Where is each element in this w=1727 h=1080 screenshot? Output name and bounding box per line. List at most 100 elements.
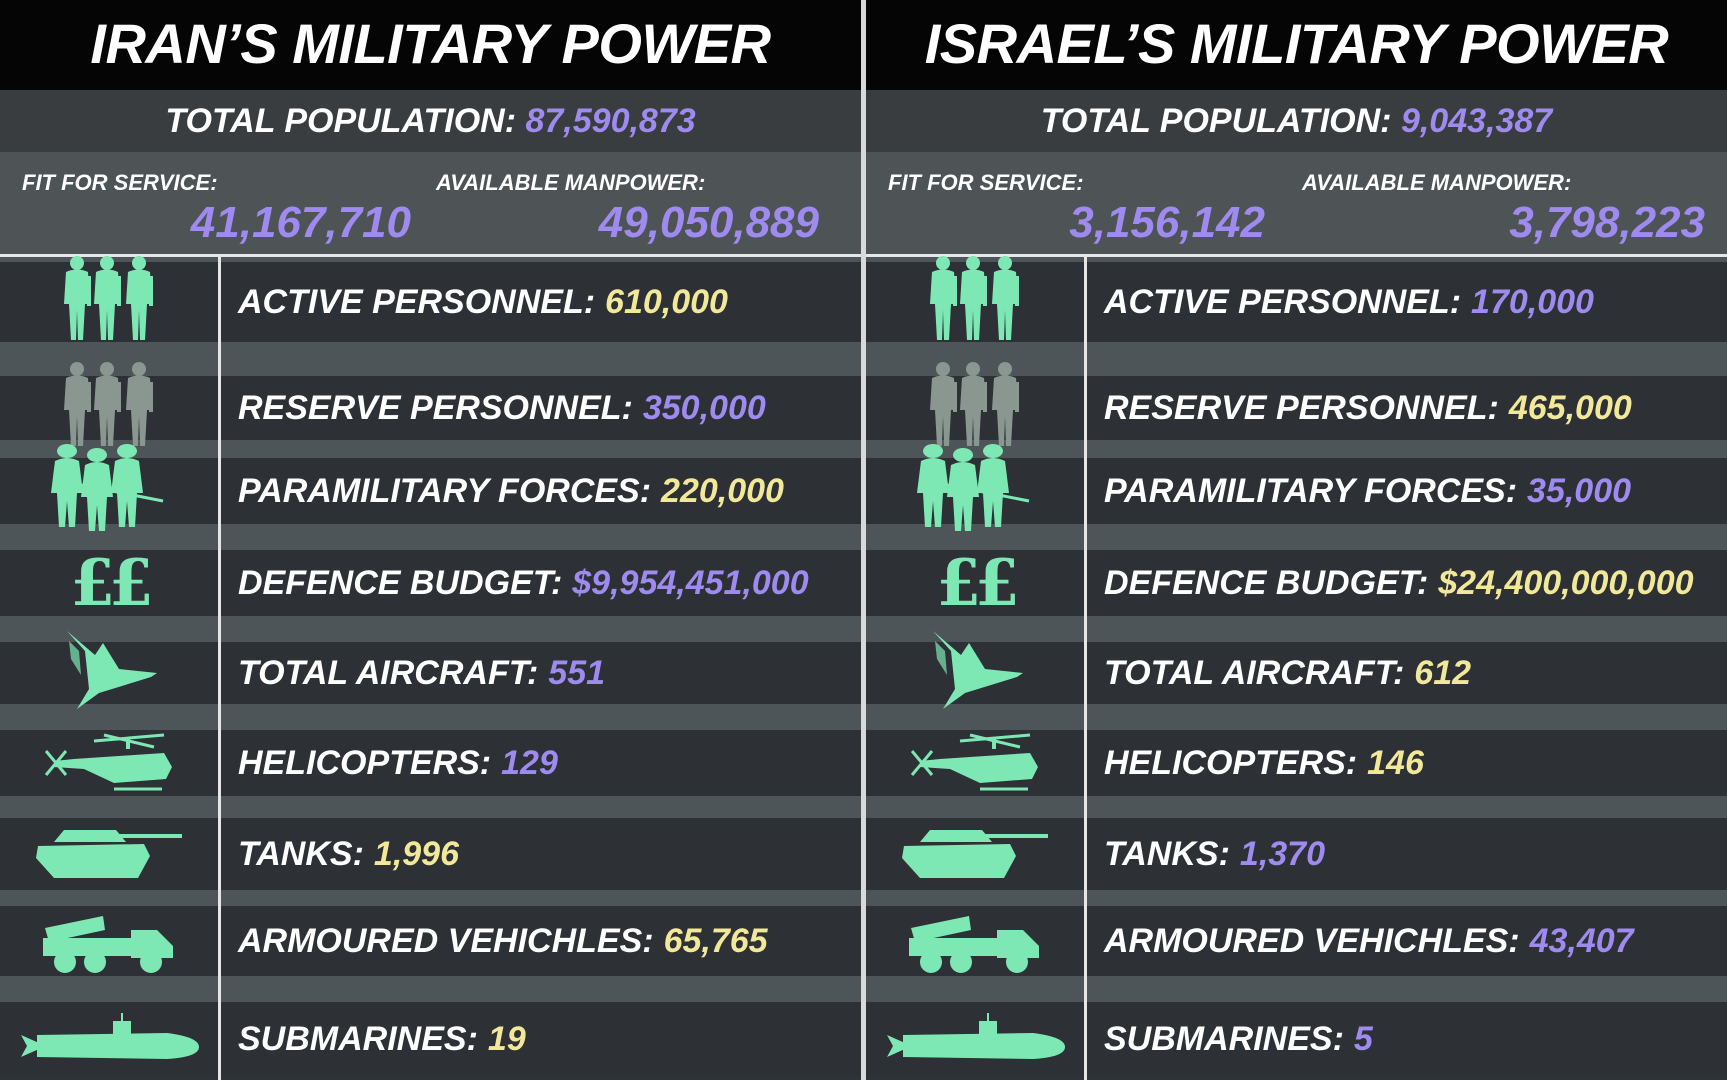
- available-manpower-label: AVAILABLE MANPOWER:: [436, 170, 706, 195]
- armoured-vehicle-icon: [0, 906, 218, 976]
- stat-row: ££ DEFENCE BUDGET: $9,954,451,000: [0, 545, 861, 621]
- stat-label: DEFENCE BUDGET:: [1104, 563, 1429, 602]
- stat-label: HELICOPTERS:: [1104, 743, 1358, 782]
- stat-row: PARAMILITARY FORCES: 220,000: [0, 444, 861, 531]
- stat-row: SUBMARINES: 5: [866, 1002, 1727, 1076]
- panel-title: IRAN’S MILITARY POWER: [0, 0, 861, 90]
- paramilitary-icon: [0, 444, 218, 531]
- stat-value: 170,000: [1471, 282, 1594, 321]
- israel-panel: ISRAEL’S MILITARY POWER TOTAL POPULATION…: [866, 0, 1727, 1080]
- stat-text: SUBMARINES: 19: [238, 1002, 526, 1076]
- submarine-icon: [866, 1002, 1084, 1076]
- stat-value: 220,000: [661, 471, 784, 510]
- stat-value: 35,000: [1527, 471, 1632, 510]
- stat-label: TANKS:: [238, 834, 364, 873]
- fit-for-service-label: FIT FOR SERVICE:: [22, 170, 218, 195]
- stat-row: TANKS: 1,996: [0, 818, 861, 890]
- row-separator: [0, 440, 861, 458]
- row-separator: [866, 257, 1727, 262]
- stat-row: ACTIVE PERSONNEL: 610,000: [0, 256, 861, 342]
- armoured-vehicle-icon: [866, 906, 1084, 976]
- soldiers-icon: [866, 256, 1084, 342]
- available-manpower-label: AVAILABLE MANPOWER:: [1302, 170, 1572, 195]
- stat-row: ARMOURED VEHICHLES: 65,765: [0, 906, 861, 976]
- stat-value: 19: [487, 1019, 526, 1058]
- available-manpower-value: 3,798,223: [1509, 198, 1705, 247]
- submarine-icon: [0, 1002, 218, 1076]
- stat-label: DEFENCE BUDGET:: [238, 563, 563, 602]
- stat-text: DEFENCE BUDGET: $24,400,000,000: [1104, 550, 1694, 616]
- population-bar: TOTAL POPULATION: 87,590,873: [0, 90, 861, 152]
- stat-label: SUBMARINES:: [1104, 1019, 1344, 1058]
- stat-text: TOTAL AIRCRAFT: 551: [238, 642, 605, 704]
- stat-text: TANKS: 1,370: [1104, 818, 1325, 890]
- population-label: TOTAL POPULATION:: [1040, 102, 1392, 140]
- reserve-soldiers-icon: [866, 362, 1084, 446]
- icon-column-divider: [218, 257, 221, 1080]
- stat-text: RESERVE PERSONNEL: 350,000: [238, 376, 766, 440]
- stat-value: 43,407: [1529, 921, 1634, 960]
- reserve-soldiers-icon: [0, 362, 218, 446]
- stat-value: 551: [548, 653, 606, 692]
- stat-row: TOTAL AIRCRAFT: 551: [0, 631, 861, 709]
- stat-row: HELICOPTERS: 146: [866, 730, 1727, 796]
- row-separator: [0, 890, 861, 906]
- row-separator: [866, 524, 1727, 550]
- population-label: TOTAL POPULATION:: [165, 102, 517, 140]
- row-separator: [0, 257, 861, 262]
- stat-label: RESERVE PERSONNEL:: [238, 388, 633, 427]
- population-bar: TOTAL POPULATION: 9,043,387: [866, 90, 1727, 152]
- stat-row: ARMOURED VEHICHLES: 43,407: [866, 906, 1727, 976]
- stat-text: ACTIVE PERSONNEL: 610,000: [238, 262, 728, 342]
- manpower-section: FIT FOR SERVICE: 41,167,710 AVAILABLE MA…: [0, 152, 861, 254]
- stat-row: ££ DEFENCE BUDGET: $24,400,000,000: [866, 546, 1727, 621]
- row-separator: [0, 524, 861, 550]
- soldiers-icon: [0, 256, 218, 342]
- iran-panel: IRAN’S MILITARY POWER TOTAL POPULATION: …: [0, 0, 861, 1080]
- row-separator: [866, 704, 1727, 730]
- stat-text: SUBMARINES: 5: [1104, 1002, 1373, 1076]
- fit-for-service-value: 3,156,142: [1069, 198, 1265, 247]
- pound-sign-icon: ££: [70, 545, 153, 621]
- stat-value: 465,000: [1508, 388, 1632, 427]
- tank-icon: [0, 818, 218, 890]
- stat-value: 610,000: [605, 282, 728, 321]
- stat-label: HELICOPTERS:: [238, 743, 492, 782]
- stat-text: DEFENCE BUDGET: $9,954,451,000: [238, 550, 809, 616]
- fit-for-service-label: FIT FOR SERVICE:: [888, 170, 1084, 195]
- stat-row: ACTIVE PERSONNEL: 170,000: [866, 256, 1727, 342]
- stat-value: 1,996: [373, 834, 459, 873]
- available-manpower-value: 49,050,889: [598, 198, 819, 247]
- stat-row: PARAMILITARY FORCES: 35,000: [866, 444, 1727, 531]
- stat-label: PARAMILITARY FORCES:: [1104, 471, 1518, 510]
- helicopter-icon: [866, 730, 1084, 796]
- stat-value: 612: [1414, 653, 1472, 692]
- stat-value: 65,765: [663, 921, 768, 960]
- stat-text: TOTAL AIRCRAFT: 612: [1104, 642, 1471, 704]
- stat-label: ARMOURED VEHICHLES:: [238, 921, 654, 960]
- row-separator: [0, 796, 861, 818]
- stat-row: RESERVE PERSONNEL: 465,000: [866, 362, 1727, 446]
- stat-text: RESERVE PERSONNEL: 465,000: [1104, 376, 1632, 440]
- helicopter-icon: [0, 730, 218, 796]
- stat-value: 129: [501, 743, 558, 782]
- stat-label: SUBMARINES:: [238, 1019, 478, 1058]
- divider-line: [0, 254, 861, 257]
- stat-label: TANKS:: [1104, 834, 1230, 873]
- stat-value: 5: [1353, 1019, 1373, 1058]
- stat-value: 146: [1367, 743, 1424, 782]
- paramilitary-icon: [866, 444, 1084, 531]
- stat-value: $9,954,451,000: [572, 563, 809, 602]
- stat-text: PARAMILITARY FORCES: 35,000: [1104, 458, 1631, 524]
- stat-value: $24,400,000,000: [1438, 563, 1694, 602]
- stat-row: TOTAL AIRCRAFT: 612: [866, 631, 1727, 709]
- row-separator: [866, 890, 1727, 906]
- stat-text: ARMOURED VEHICHLES: 65,765: [238, 906, 768, 976]
- jet-aircraft-icon: [0, 631, 218, 709]
- stat-row: HELICOPTERS: 129: [0, 730, 861, 796]
- row-separator: [866, 796, 1727, 818]
- stat-text: PARAMILITARY FORCES: 220,000: [238, 458, 784, 524]
- center-divider: [861, 0, 866, 1080]
- stat-row: SUBMARINES: 19: [0, 1002, 861, 1076]
- row-separator: [0, 616, 861, 642]
